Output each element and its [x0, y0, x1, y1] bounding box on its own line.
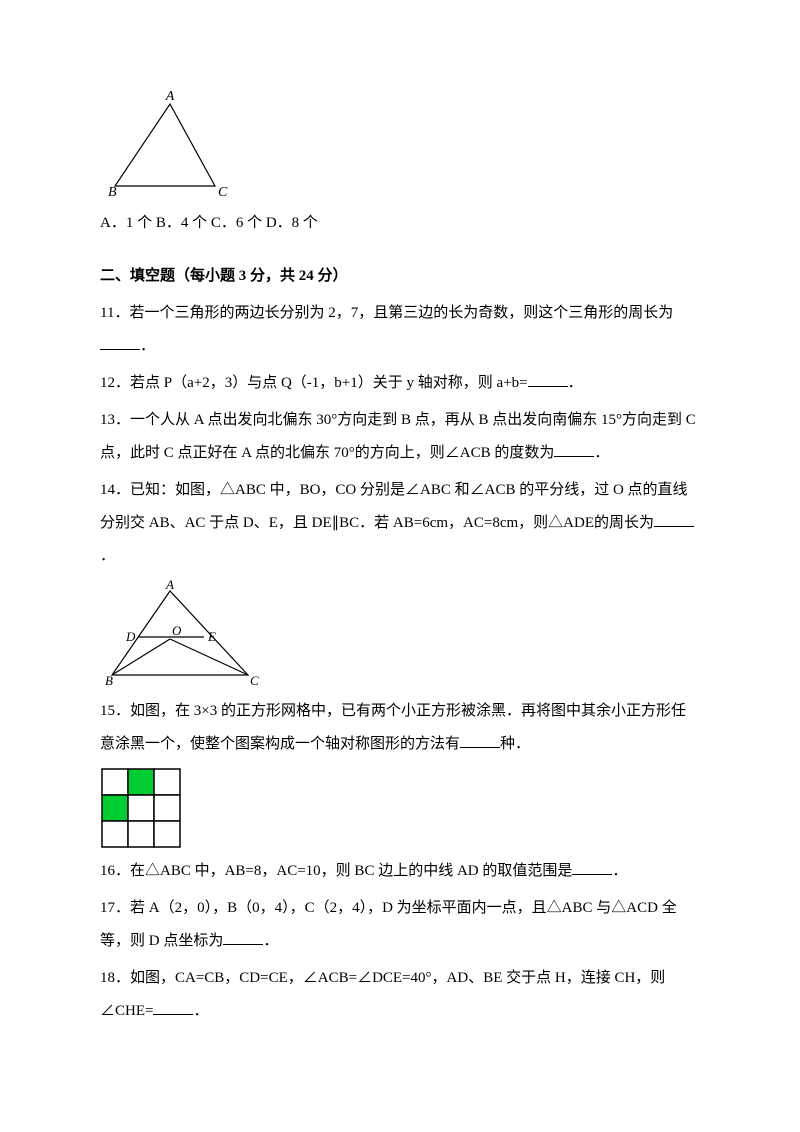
- q18: 18．如图，CA=CB，CD=CE，∠ACB=∠DCE=40°，AD、BE 交于…: [100, 962, 700, 1028]
- q14-text-b: ．: [100, 548, 115, 564]
- q15-blank: [460, 733, 500, 748]
- q11-blank: [100, 335, 140, 350]
- label-E2: E: [207, 629, 216, 644]
- q17-text-a: 17．若 A（2，0），B（0，4），C（2，4），D 为坐标平面内一点，且△A…: [100, 900, 677, 949]
- q10-options: A．1 个 B．4 个 C．6 个 D．8 个: [100, 207, 700, 240]
- figure-grid-3x3: [100, 767, 700, 849]
- q15-text-a: 15．如图，在 3×3 的正方形网格中，已有两个小正方形被涂黑．再将图中其余小正…: [100, 703, 686, 752]
- q18-text-b: ．: [193, 1003, 208, 1019]
- q12-text-a: 12．若点 P（a+2，3）与点 Q（-1，b+1）关于 y 轴对称，则 a+b…: [100, 375, 528, 391]
- figure-triangle-abc: A B C: [100, 86, 700, 201]
- q13-text-b: ．: [594, 445, 609, 461]
- q17-blank: [223, 930, 263, 945]
- q17-text-b: ．: [263, 933, 278, 949]
- label-C: C: [218, 185, 228, 200]
- label-D2: D: [125, 629, 136, 644]
- q18-blank: [153, 1000, 193, 1015]
- q14: 14．已知：如图，△ABC 中，BO，CO 分别是∠ABC 和∠ACB 的平分线…: [100, 474, 700, 573]
- q13-blank: [554, 442, 594, 457]
- label-O2: O: [172, 623, 182, 638]
- q16-blank: [572, 860, 612, 875]
- q16: 16．在△ABC 中，AB=8，AC=10，则 BC 边上的中线 AD 的取值范…: [100, 855, 700, 888]
- q12-text-b: ．: [568, 375, 583, 391]
- q15-text-b: 种．: [500, 736, 530, 752]
- q14-blank: [654, 512, 694, 527]
- q16-text-b: ．: [612, 863, 627, 879]
- q12-blank: [528, 372, 568, 387]
- section-2-title: 二、填空题（每小题 3 分，共 24 分）: [100, 260, 700, 293]
- q11: 11．若一个三角形的两边长分别为 2，7，且第三边的长为奇数，则这个三角形的周长…: [100, 297, 700, 363]
- label-B2: B: [105, 673, 113, 688]
- q16-text-a: 16．在△ABC 中，AB=8，AC=10，则 BC 边上的中线 AD 的取值范…: [100, 863, 572, 879]
- q17: 17．若 A（2，0），B（0，4），C（2，4），D 为坐标平面内一点，且△A…: [100, 892, 700, 958]
- q11-text-b: ．: [140, 338, 155, 354]
- label-C2: C: [250, 673, 259, 688]
- q12: 12．若点 P（a+2，3）与点 Q（-1，b+1）关于 y 轴对称，则 a+b…: [100, 367, 700, 400]
- q14-text-a: 14．已知：如图，△ABC 中，BO，CO 分别是∠ABC 和∠ACB 的平分线…: [100, 482, 688, 531]
- q15: 15．如图，在 3×3 的正方形网格中，已有两个小正方形被涂黑．再将图中其余小正…: [100, 695, 700, 761]
- q13: 13．一个人从 A 点出发向北偏东 30°方向走到 B 点，再从 B 点出发向南…: [100, 404, 700, 470]
- label-A: A: [165, 89, 175, 104]
- label-B: B: [108, 185, 117, 200]
- q11-text-a: 11．若一个三角形的两边长分别为 2，7，且第三边的长为奇数，则这个三角形的周长…: [100, 305, 673, 321]
- label-A2: A: [165, 579, 174, 592]
- figure-triangle-bisectors: A B C D E O: [100, 579, 700, 689]
